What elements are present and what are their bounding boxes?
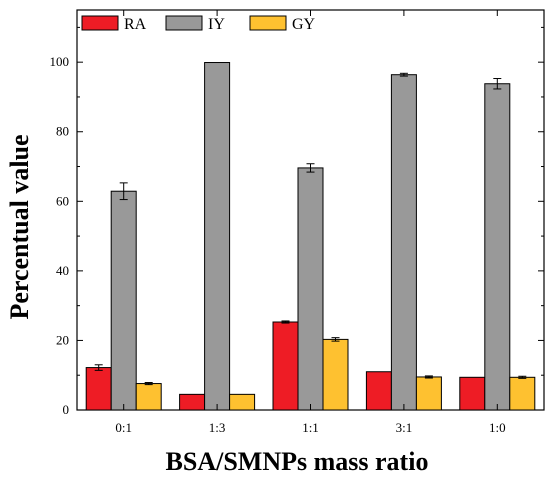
bar-iy <box>204 62 231 411</box>
x-axis-title: BSA/SMNPs mass ratio <box>166 447 429 476</box>
legend-swatch-ra <box>81 15 119 31</box>
y-tick-label: 40 <box>56 263 69 278</box>
legend-label-ra: RA <box>124 16 147 33</box>
x-tick-label: 0:1 <box>115 420 132 435</box>
bar-iy <box>110 190 137 411</box>
bar-iy <box>390 74 417 411</box>
bar-gy <box>135 383 162 411</box>
y-tick-label: 100 <box>50 54 70 69</box>
x-axis: 0:1 1:3 1:1 3:1 1:0 <box>115 10 506 435</box>
legend-swatch-gy <box>249 15 287 31</box>
bar-iy <box>484 83 511 411</box>
y-axis-title: Percentual value <box>5 134 34 319</box>
y-tick-label: 60 <box>56 193 69 208</box>
bar-ra <box>365 371 392 411</box>
x-tick-label: 3:1 <box>396 420 413 435</box>
legend-swatch-iy <box>165 15 203 31</box>
x-tick-label: 1:1 <box>302 420 319 435</box>
legend-label-gy: GY <box>292 16 316 33</box>
bar-iy <box>297 167 324 411</box>
bar-ra <box>272 321 299 411</box>
y-tick-label: 0 <box>63 402 70 417</box>
bar-gy <box>229 393 256 411</box>
y-tick-label: 80 <box>56 124 69 139</box>
bars-layer <box>85 62 536 411</box>
x-tick-label: 1:0 <box>489 420 506 435</box>
legend-label-iy: IY <box>208 16 225 33</box>
bar-ra <box>459 376 486 411</box>
bar-gy <box>322 338 349 411</box>
bar-gy <box>415 376 442 411</box>
y-axis: 0 20 40 60 80 100 <box>50 26 544 417</box>
bar-ra <box>179 393 206 411</box>
x-tick-label: 1:3 <box>209 420 226 435</box>
bar-ra <box>85 367 112 411</box>
legend: RA IY GY <box>81 15 316 33</box>
bar-gy <box>509 376 536 411</box>
y-tick-label: 20 <box>56 332 69 347</box>
